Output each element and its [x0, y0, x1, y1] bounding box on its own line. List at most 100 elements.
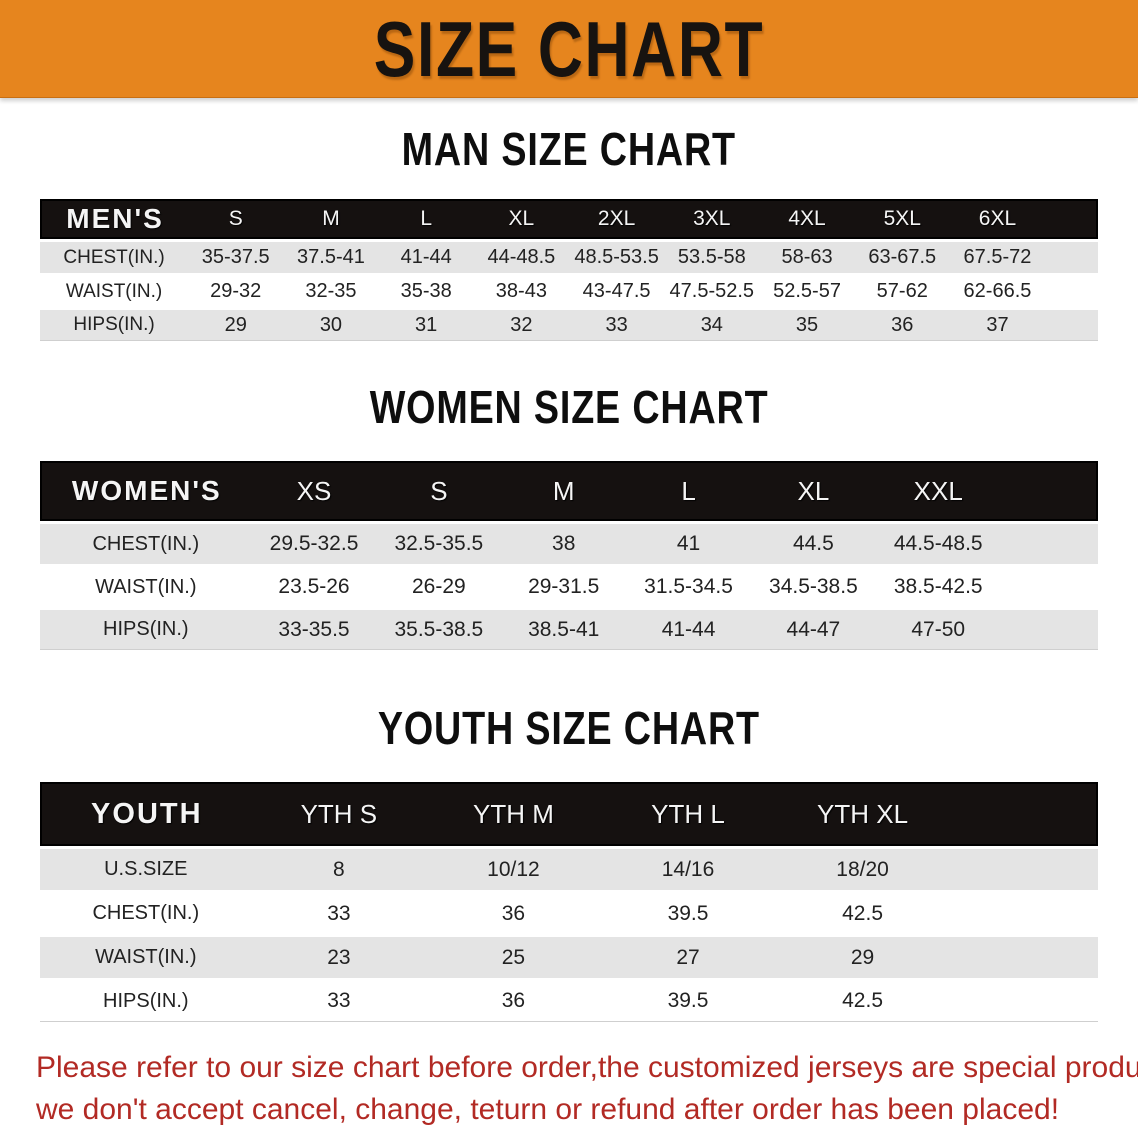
measurement-row: HIPS(IN.) 33 36 39.5 42.5 — [40, 981, 1098, 1022]
man-size-chart-section: MAN SIZE CHART MEN'S S M L XL 2XL 3XL 4XL 5XL 6XL… — [0, 126, 1138, 344]
size-value: 41-44 — [626, 610, 751, 650]
size-value: 27 — [600, 937, 776, 978]
size-value: 37.5-41 — [283, 242, 379, 273]
women-size-chart-section: WOMEN SIZE CHART WOMEN'S XS S M L XL XXL CHEST(… — [0, 384, 1138, 653]
size-value: 35-37.5 — [188, 242, 284, 273]
table-title-cell: WOMEN'S — [40, 461, 252, 521]
size-value: 44.5-48.5 — [875, 524, 1001, 564]
size-value: 52.5-57 — [759, 276, 855, 307]
size-header-row: MEN'S S M L XL 2XL 3XL 4XL 5XL 6XL — [40, 199, 1098, 239]
measurement-row: CHEST(IN.) 29.5-32.5 32.5-35.5 38 41 44.5 44.5… — [40, 524, 1098, 564]
size-value: 36 — [426, 981, 601, 1022]
measurement-label: WAIST(IN.) — [40, 567, 252, 607]
man-size-chart-heading: MAN SIZE CHART — [0, 126, 1138, 172]
measurement-row: U.S.SIZE 8 10/12 14/16 18/20 — [40, 849, 1098, 890]
size-value: 35-38 — [378, 276, 474, 307]
size-column-header: M — [283, 199, 379, 239]
size-value: 62-66.5 — [949, 276, 1046, 307]
spacer-cell — [949, 782, 1098, 846]
size-column-header: YTH XL — [775, 782, 950, 846]
size-value: 36 — [426, 893, 601, 934]
size-value: 63-67.5 — [854, 242, 950, 273]
size-header-row: WOMEN'S XS S M L XL XXL — [40, 461, 1098, 521]
size-value: 67.5-72 — [949, 242, 1046, 273]
spacer-cell — [1045, 199, 1098, 239]
size-column-header: YTH L — [600, 782, 776, 846]
size-value: 10/12 — [426, 849, 601, 890]
size-column-header: M — [501, 461, 627, 521]
size-value: 39.5 — [600, 893, 776, 934]
size-column-header: 3XL — [664, 199, 760, 239]
size-value: 30 — [283, 310, 379, 341]
size-value: 42.5 — [775, 981, 950, 1022]
spacer-cell — [1045, 310, 1098, 341]
size-column-header: 5XL — [854, 199, 950, 239]
size-value: 25 — [426, 937, 601, 978]
size-column-header: S — [376, 461, 502, 521]
measurement-label: CHEST(IN.) — [40, 893, 252, 934]
banner: SIZE CHART — [0, 0, 1138, 98]
size-value: 48.5-53.5 — [568, 242, 665, 273]
measurement-label: WAIST(IN.) — [40, 276, 189, 307]
measurement-row: CHEST(IN.) 35-37.5 37.5-41 41-44 44-48.5 48.5… — [40, 242, 1098, 273]
spacer-cell — [1045, 242, 1098, 273]
table-title-cell: MEN'S — [40, 199, 189, 239]
size-value: 29 — [188, 310, 284, 341]
size-value: 43-47.5 — [568, 276, 665, 307]
size-value: 41 — [626, 524, 751, 564]
size-value: 39.5 — [600, 981, 776, 1022]
size-value: 23.5-26 — [251, 567, 377, 607]
spacer-cell — [1000, 461, 1098, 521]
size-value: 38.5-42.5 — [875, 567, 1001, 607]
size-column-header: YTH M — [426, 782, 601, 846]
disclaimer: Please refer to our size chart before or… — [36, 1047, 1138, 1131]
measurement-row: WAIST(IN.) 23.5-26 26-29 29-31.5 31.5-34.5 34… — [40, 567, 1098, 607]
spacer-cell — [949, 893, 1098, 934]
size-column-header: XXL — [875, 461, 1001, 521]
spacer-cell — [1000, 524, 1098, 564]
spacer-cell — [949, 981, 1098, 1022]
measurement-label: WAIST(IN.) — [40, 937, 252, 978]
measurement-row: HIPS(IN.) 33-35.5 35.5-38.5 38.5-41 41-44 44-… — [40, 610, 1098, 650]
size-value: 41-44 — [378, 242, 474, 273]
measurement-label: CHEST(IN.) — [40, 524, 252, 564]
size-value: 18/20 — [775, 849, 950, 890]
size-value: 44-47 — [750, 610, 876, 650]
size-value: 23 — [251, 937, 427, 978]
size-value: 38 — [501, 524, 627, 564]
measurement-row: CHEST(IN.) 33 36 39.5 42.5 — [40, 893, 1098, 934]
size-value: 26-29 — [376, 567, 502, 607]
spacer-cell — [1045, 276, 1098, 307]
size-value: 31 — [378, 310, 474, 341]
size-column-header: 6XL — [949, 199, 1046, 239]
spacer-cell — [949, 849, 1098, 890]
youth-size-chart-heading-text: YOUTH SIZE CHART — [378, 702, 760, 754]
size-header-row: YOUTH YTH S YTH M YTH L YTH XL — [40, 782, 1098, 846]
size-value: 29-31.5 — [501, 567, 627, 607]
measurement-row: WAIST(IN.) 23 25 27 29 — [40, 937, 1098, 978]
youth-size-table: YOUTH YTH S YTH M YTH L YTH XL U.S.SIZE 8 10/12… — [40, 779, 1098, 1025]
size-value: 44-48.5 — [473, 242, 569, 273]
size-value: 38.5-41 — [501, 610, 627, 650]
size-column-header: YTH S — [251, 782, 427, 846]
spacer-cell — [949, 937, 1098, 978]
size-value: 14/16 — [600, 849, 776, 890]
measurement-label: HIPS(IN.) — [40, 981, 252, 1022]
measurement-label: U.S.SIZE — [40, 849, 252, 890]
table-title-cell: YOUTH — [40, 782, 252, 846]
size-column-header: L — [378, 199, 474, 239]
size-value: 37 — [949, 310, 1046, 341]
disclaimer-line-2: we don't accept cancel, change, teturn o… — [36, 1093, 1060, 1126]
disclaimer-line-1: Please refer to our size chart before or… — [36, 1051, 1138, 1084]
size-value: 33 — [251, 893, 427, 934]
size-value: 58-63 — [759, 242, 855, 273]
size-value: 53.5-58 — [664, 242, 760, 273]
spacer-cell — [1000, 567, 1098, 607]
measurement-label: HIPS(IN.) — [40, 310, 189, 341]
size-value: 33-35.5 — [251, 610, 377, 650]
size-value: 29-32 — [188, 276, 284, 307]
women-size-chart-heading-text: WOMEN SIZE CHART — [369, 381, 769, 433]
size-column-header: XL — [473, 199, 569, 239]
measurement-row: WAIST(IN.) 29-32 32-35 35-38 38-43 43-47.5 47.… — [40, 276, 1098, 307]
